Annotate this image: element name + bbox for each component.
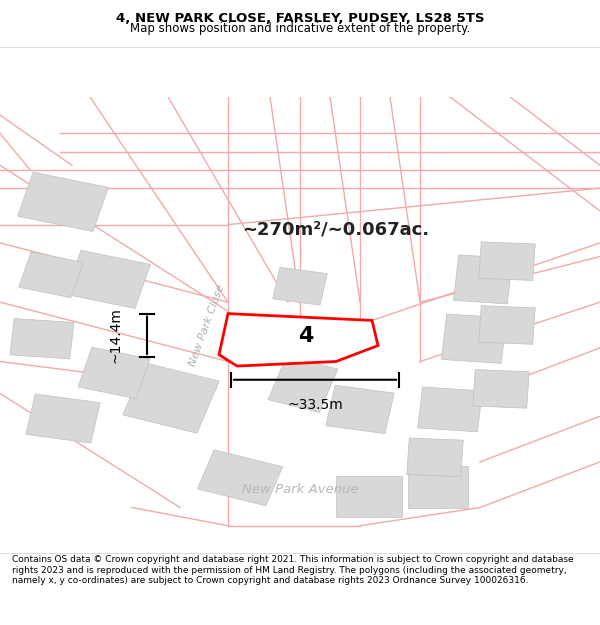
Bar	[19, 252, 83, 298]
Bar	[197, 450, 283, 506]
Bar	[17, 172, 109, 231]
Bar	[479, 306, 535, 344]
Bar	[65, 250, 151, 309]
Bar	[26, 394, 100, 443]
Bar	[454, 255, 512, 304]
Bar	[268, 356, 338, 412]
Bar	[473, 369, 529, 408]
Bar	[408, 466, 468, 508]
Text: Map shows position and indicative extent of the property.: Map shows position and indicative extent…	[130, 22, 470, 35]
Text: 4, NEW PARK CLOSE, FARSLEY, PUDSEY, LS28 5TS: 4, NEW PARK CLOSE, FARSLEY, PUDSEY, LS28…	[116, 12, 484, 25]
Bar	[123, 362, 219, 433]
Polygon shape	[219, 314, 378, 366]
Text: 4: 4	[298, 326, 314, 346]
Bar	[479, 242, 535, 281]
Bar	[273, 268, 327, 305]
Bar	[10, 319, 74, 359]
Text: ~270m²/~0.067ac.: ~270m²/~0.067ac.	[242, 220, 430, 238]
Bar	[336, 476, 402, 517]
Bar	[407, 438, 463, 477]
Text: New Park Avenue: New Park Avenue	[242, 482, 358, 496]
Text: Contains OS data © Crown copyright and database right 2021. This information is : Contains OS data © Crown copyright and d…	[12, 555, 574, 585]
Bar	[418, 387, 482, 432]
Bar	[78, 347, 150, 399]
Bar	[326, 385, 394, 434]
Text: ~33.5m: ~33.5m	[287, 398, 343, 412]
Text: New Park Close: New Park Close	[188, 282, 226, 368]
Text: ~14.4m: ~14.4m	[109, 308, 123, 363]
Bar	[442, 314, 506, 363]
